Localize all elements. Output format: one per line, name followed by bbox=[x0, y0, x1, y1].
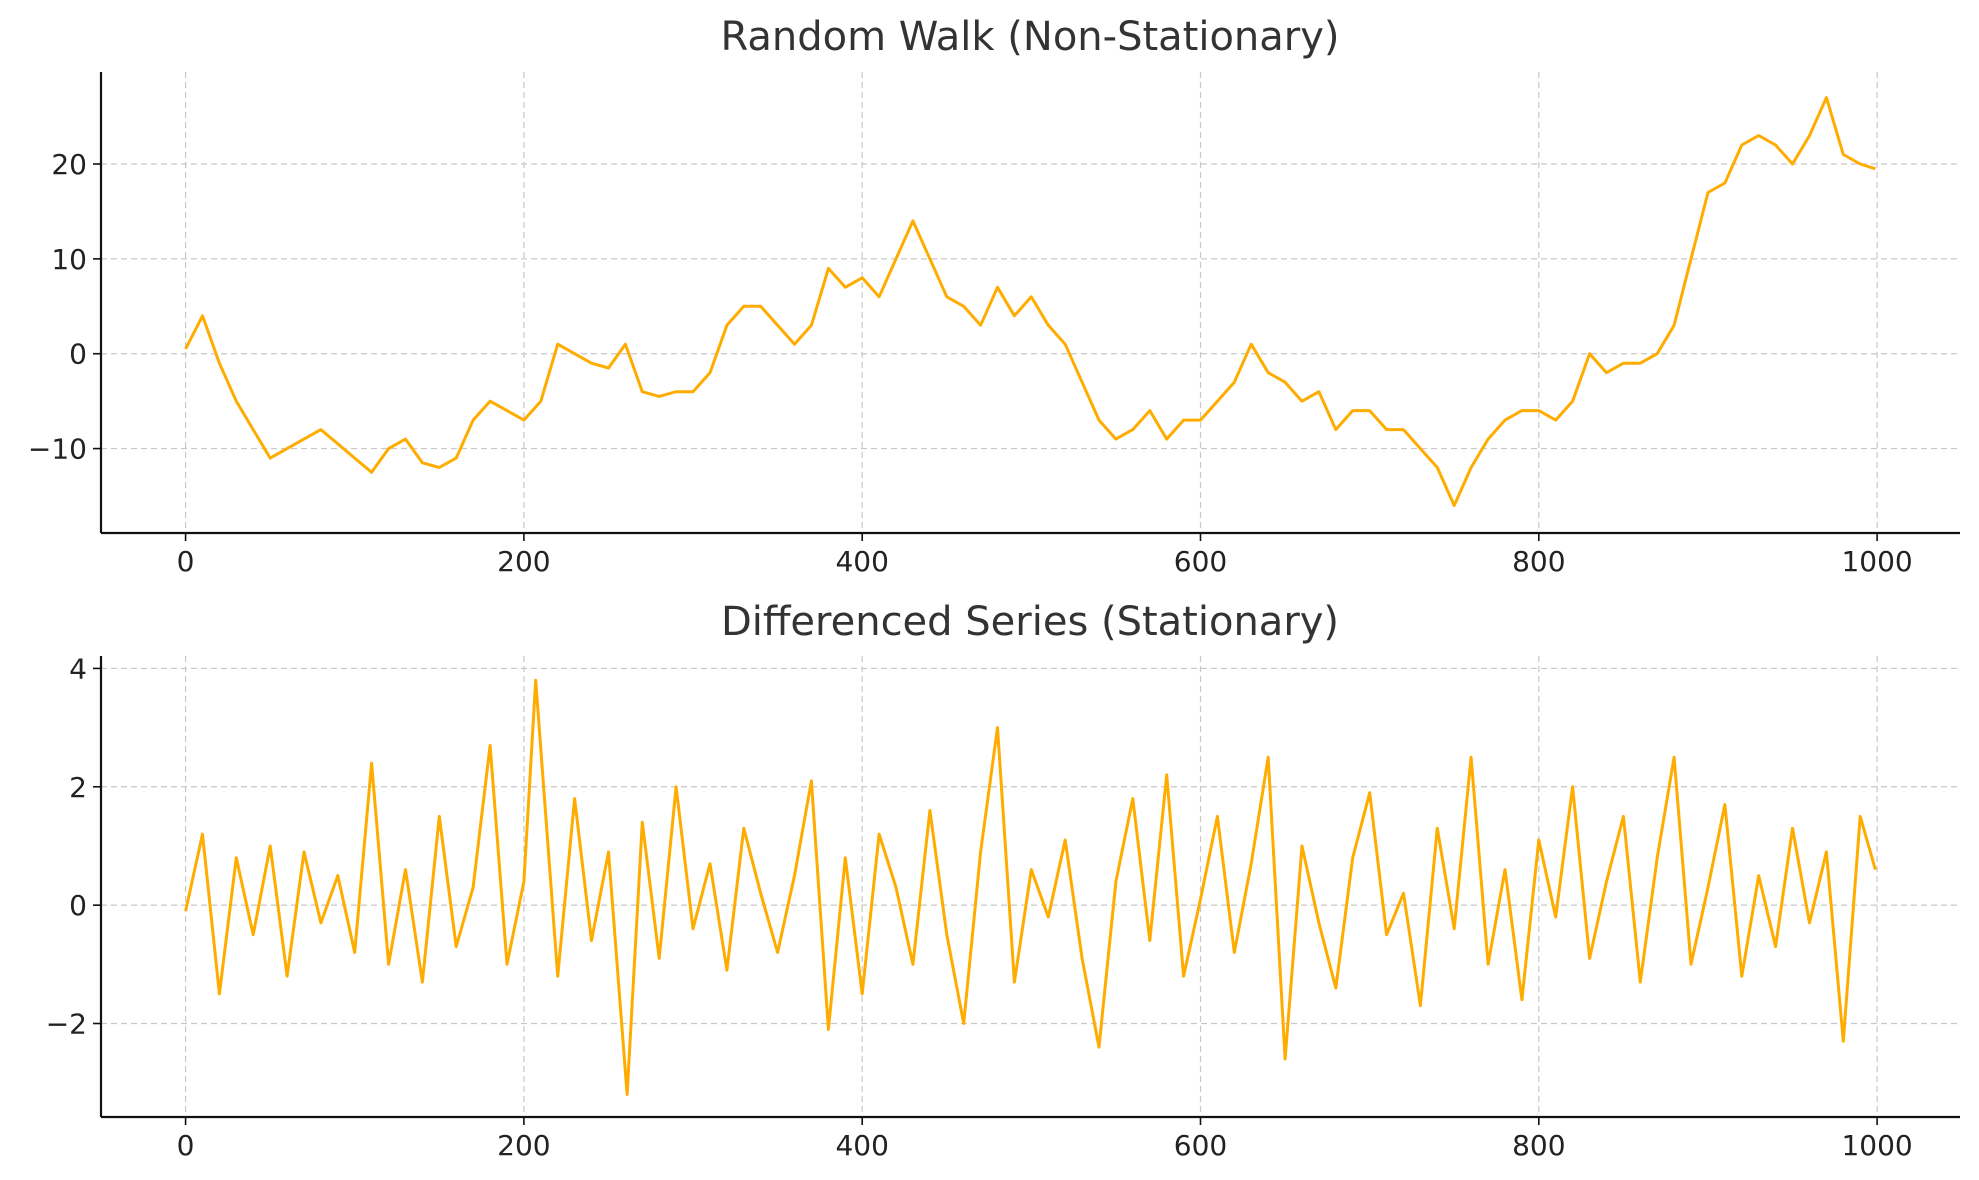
x-tick-label: 1000 bbox=[1841, 1129, 1912, 1162]
y-tick-label: 0 bbox=[69, 889, 87, 922]
x-tick-label: 0 bbox=[177, 1129, 195, 1162]
x-tick-label: 400 bbox=[835, 545, 888, 578]
x-tick-label: 400 bbox=[835, 1129, 888, 1162]
y-tick-label: 4 bbox=[69, 652, 87, 685]
x-tick-label: 1000 bbox=[1841, 545, 1912, 578]
x-tick-label: 200 bbox=[497, 1129, 550, 1162]
x-tick-label: 800 bbox=[1512, 1129, 1565, 1162]
y-tick-label: −10 bbox=[28, 433, 87, 466]
y-tick-label: 0 bbox=[69, 338, 87, 371]
data-line bbox=[184, 678, 1877, 1096]
x-tick-label: 800 bbox=[1512, 545, 1565, 578]
y-tick-label: −2 bbox=[46, 1007, 87, 1040]
x-tick-label: 200 bbox=[497, 545, 550, 578]
chart-title: Differenced Series (Stationary) bbox=[721, 599, 1339, 645]
y-tick-label: 2 bbox=[69, 771, 87, 804]
chart-title: Random Walk (Non-Stationary) bbox=[720, 14, 1339, 60]
x-tick-label: 0 bbox=[177, 545, 195, 578]
y-tick-label: 10 bbox=[51, 243, 87, 276]
data-line bbox=[184, 96, 1876, 507]
y-tick-label: 20 bbox=[51, 148, 87, 181]
x-tick-label: 600 bbox=[1174, 545, 1227, 578]
x-tick-label: 600 bbox=[1174, 1129, 1227, 1162]
